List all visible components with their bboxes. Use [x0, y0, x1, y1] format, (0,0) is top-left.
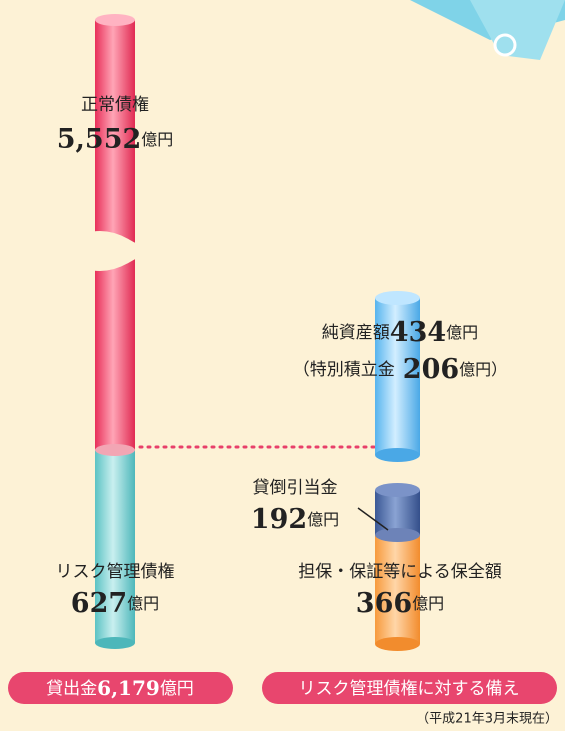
footer-label: リスク管理債権に対する備え — [299, 679, 520, 699]
label: リスク管理債権 — [56, 562, 175, 582]
footer-label: 貸出金6,179億円 — [46, 676, 194, 700]
amount: 366億円 — [356, 588, 444, 619]
amount: 純資産額434億円 — [322, 317, 478, 348]
reserve-cylinder — [357, 291, 420, 651]
fan-decoration — [410, 0, 565, 60]
label: 貸倒引当金 — [253, 478, 338, 498]
amount: （特別積立金 206億円） — [293, 354, 507, 385]
amount: 5,552億円 — [57, 124, 174, 155]
footer-pill — [262, 672, 557, 704]
label: 正常債権 — [81, 95, 149, 115]
loan-cylinder — [70, 14, 190, 649]
amount: 192億円 — [251, 504, 339, 535]
label: 担保・保証等による保全額 — [298, 562, 502, 582]
note: （平成21年3月末現在） — [416, 712, 558, 727]
footer-pill — [8, 672, 233, 704]
amount: 627億円 — [71, 588, 159, 619]
